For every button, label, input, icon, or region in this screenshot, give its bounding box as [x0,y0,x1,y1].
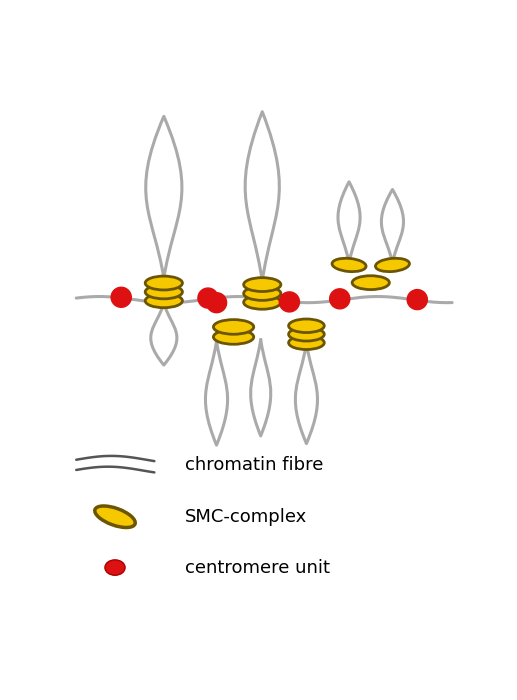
Circle shape [206,293,226,313]
Ellipse shape [352,276,389,290]
Ellipse shape [244,286,281,300]
Ellipse shape [145,294,183,308]
Ellipse shape [244,295,281,309]
Ellipse shape [105,560,125,575]
Ellipse shape [145,276,183,290]
Ellipse shape [214,320,254,335]
Circle shape [198,288,218,308]
Text: SMC-complex: SMC-complex [185,508,307,526]
Ellipse shape [244,278,281,291]
Ellipse shape [95,506,135,528]
Circle shape [279,292,299,312]
Text: chromatin fibre: chromatin fibre [185,456,323,474]
Circle shape [111,287,131,307]
Circle shape [407,290,428,309]
Ellipse shape [145,285,183,299]
Ellipse shape [375,258,409,272]
Ellipse shape [288,336,324,349]
Ellipse shape [214,330,254,344]
Circle shape [330,289,350,309]
Ellipse shape [288,328,324,341]
Ellipse shape [288,319,324,332]
Text: centromere unit: centromere unit [185,559,330,577]
Ellipse shape [332,258,366,272]
